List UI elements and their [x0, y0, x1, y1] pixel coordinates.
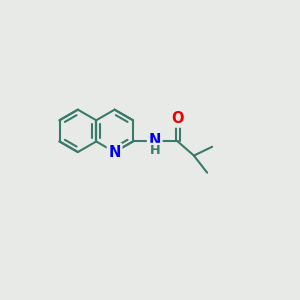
Text: H: H — [149, 144, 160, 157]
Text: N: N — [108, 145, 121, 160]
Text: N: N — [148, 133, 161, 148]
Text: O: O — [171, 111, 184, 126]
